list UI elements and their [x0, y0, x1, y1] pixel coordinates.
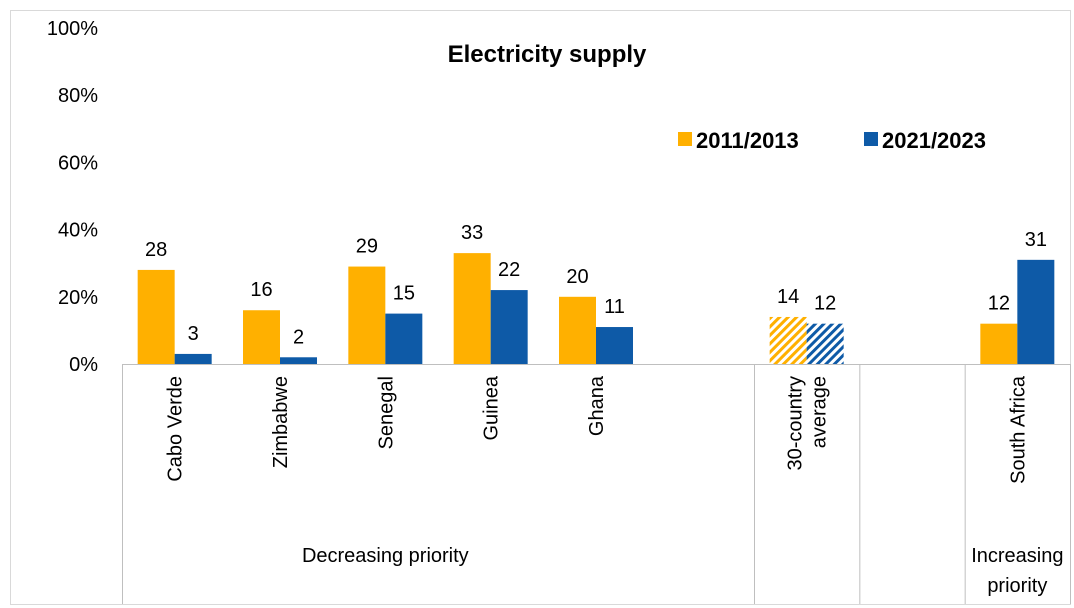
- y-tick-label: 100%: [47, 18, 98, 40]
- legend-swatch-2021-2023: [864, 132, 878, 146]
- legend-label-2011-2013: 2011/2013: [696, 128, 799, 153]
- x-tick-label-30-country-average: 30-country average: [785, 376, 831, 471]
- x-tick-label-ghana: Ghana: [586, 375, 608, 436]
- bar-senegal-2021-2023: [385, 313, 423, 364]
- chart-title: Electricity supply: [448, 41, 647, 68]
- group-label-decreasing: Decreasing priority: [302, 545, 469, 567]
- data-label-zimbabwe-2021-2023: 2: [293, 326, 304, 348]
- bar-cabo-verde-2021-2023: [174, 353, 212, 364]
- y-axis: 0% 20% 40% 60% 80% 100%: [47, 18, 98, 376]
- data-label-senegal-2021-2023: 15: [393, 283, 415, 305]
- legend: 2011/2013 2021/2023: [678, 128, 986, 153]
- y-tick-label: 40%: [58, 220, 98, 242]
- bar-cabo-verde-2011-2013: [137, 269, 175, 364]
- y-tick-label: 60%: [58, 152, 98, 174]
- bar-30-country-average-2011-2013: [769, 316, 807, 364]
- legend-swatch-2011-2013: [678, 132, 692, 146]
- data-label-cabo-verde-2011-2013: 28: [145, 239, 167, 261]
- x-tick-label-guinea: Guinea: [481, 375, 503, 440]
- x-tick-label-zimbabwe: Zimbabwe: [270, 376, 292, 468]
- data-label-ghana-2021-2023: 11: [604, 296, 625, 318]
- y-tick-label: 0%: [69, 354, 98, 376]
- data-label-guinea-2011-2013: 33: [461, 222, 483, 244]
- bar-zimbabwe-2011-2013: [243, 310, 280, 364]
- bar-senegal-2011-2013: [348, 266, 386, 364]
- data-label-guinea-2021-2023: 22: [498, 259, 520, 281]
- data-labels: 28 3 16 2 29 15 33 22 20 11 14 12 12 31: [145, 222, 1047, 348]
- data-label-30-country-average-2011-2013: 14: [777, 286, 799, 308]
- data-label-south-africa-2011-2013: 12: [988, 293, 1010, 315]
- bar-zimbabwe-2021-2023: [280, 357, 317, 364]
- bar-guinea-2011-2013: [453, 253, 491, 364]
- data-label-zimbabwe-2011-2013: 16: [250, 279, 272, 301]
- bar-ghana-2021-2023: [596, 327, 633, 364]
- x-axis: Cabo Verde Zimbabwe Senegal Guinea Ghana 30-c…: [122, 364, 1071, 604]
- bar-guinea-2021-2023: [490, 290, 528, 364]
- bar-south-africa-2011-2013: [980, 323, 1018, 364]
- chart-frame: [10, 10, 1071, 605]
- bar-30-country-average-2021-2023: [806, 323, 844, 364]
- data-label-30-country-average-2021-2023: 12: [814, 293, 836, 315]
- y-tick-label: 80%: [58, 85, 98, 107]
- data-label-senegal-2011-2013: 29: [356, 236, 378, 258]
- x-tick-label-south-africa: South Africa: [1007, 375, 1029, 484]
- data-label-ghana-2011-2013: 20: [566, 266, 588, 288]
- bar-south-africa-2021-2023: [1017, 259, 1055, 364]
- x-tick-label-senegal: Senegal: [375, 376, 397, 449]
- legend-label-2021-2023: 2021/2023: [882, 128, 986, 153]
- x-tick-label-cabo-verde: Cabo Verde: [165, 376, 187, 482]
- data-label-cabo-verde-2021-2023: 3: [188, 323, 199, 345]
- bars: [137, 253, 1055, 364]
- bar-ghana-2011-2013: [559, 296, 596, 364]
- group-label-increasing: Increasing priority: [971, 545, 1063, 597]
- data-label-south-africa-2021-2023: 31: [1025, 229, 1047, 251]
- y-tick-label: 20%: [58, 287, 98, 309]
